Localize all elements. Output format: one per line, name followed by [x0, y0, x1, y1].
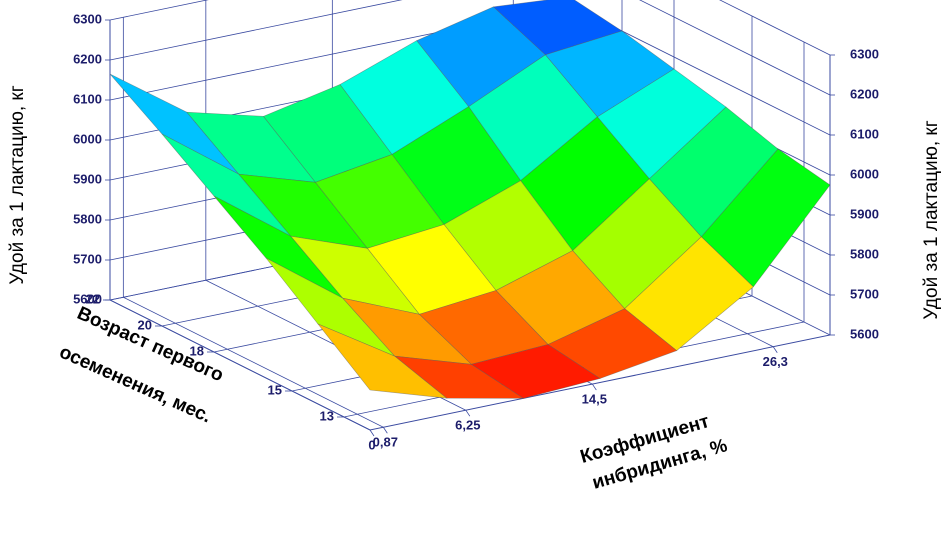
z-tick-label: 6100: [850, 126, 879, 141]
z-tick-label: 5800: [73, 211, 102, 226]
tick-mark: [465, 409, 471, 417]
z-tick-label: 5700: [73, 251, 102, 266]
y-tick-label: 15: [268, 382, 282, 397]
z-tick-label: 5700: [850, 286, 879, 301]
z-tick-label: 6200: [850, 86, 879, 101]
z-axis-title: Удой за 1 лактацию, кг: [921, 120, 942, 319]
x-tick-label: 0,87: [373, 435, 398, 450]
grid-line: [109, 0, 403, 61]
grid-line: [109, 0, 209, 21]
tick-mark: [383, 427, 388, 434]
z-tick-label: 6300: [73, 11, 102, 26]
y-tick-label: 22: [86, 291, 100, 306]
tick-mark: [772, 346, 778, 353]
grid-line: [639, 0, 831, 96]
x-tick-label: 26,3: [763, 354, 788, 369]
x-tick-label: 6,25: [455, 418, 480, 433]
y-tick-label: 18: [190, 343, 204, 358]
z-tick-label: 6000: [73, 131, 102, 146]
y-tick-label: 20: [138, 317, 152, 332]
tick-mark: [592, 383, 597, 391]
y-tick-label: 13: [320, 408, 334, 423]
z-tick-label: 5900: [850, 206, 879, 221]
z-tick-label: 6300: [850, 46, 879, 61]
z-tick-label: 6100: [73, 91, 102, 106]
surface-cell: [317, 323, 448, 399]
z-tick-label: 6200: [73, 51, 102, 66]
z-axis-title: Удой за 1 лактацию, кг: [7, 85, 28, 284]
x-tick-label: 14,5: [582, 392, 607, 407]
z-tick-label: 5600: [850, 326, 879, 341]
grid-line: [719, 0, 831, 56]
z-tick-label: 5900: [73, 171, 102, 186]
z-tick-label: 5800: [850, 246, 879, 261]
tick-mark: [369, 429, 375, 437]
z-tick-label: 5600: [73, 291, 102, 306]
grid-line: [123, 296, 384, 428]
z-tick-label: 6000: [850, 166, 879, 181]
x-tick-label: 0: [368, 437, 375, 452]
